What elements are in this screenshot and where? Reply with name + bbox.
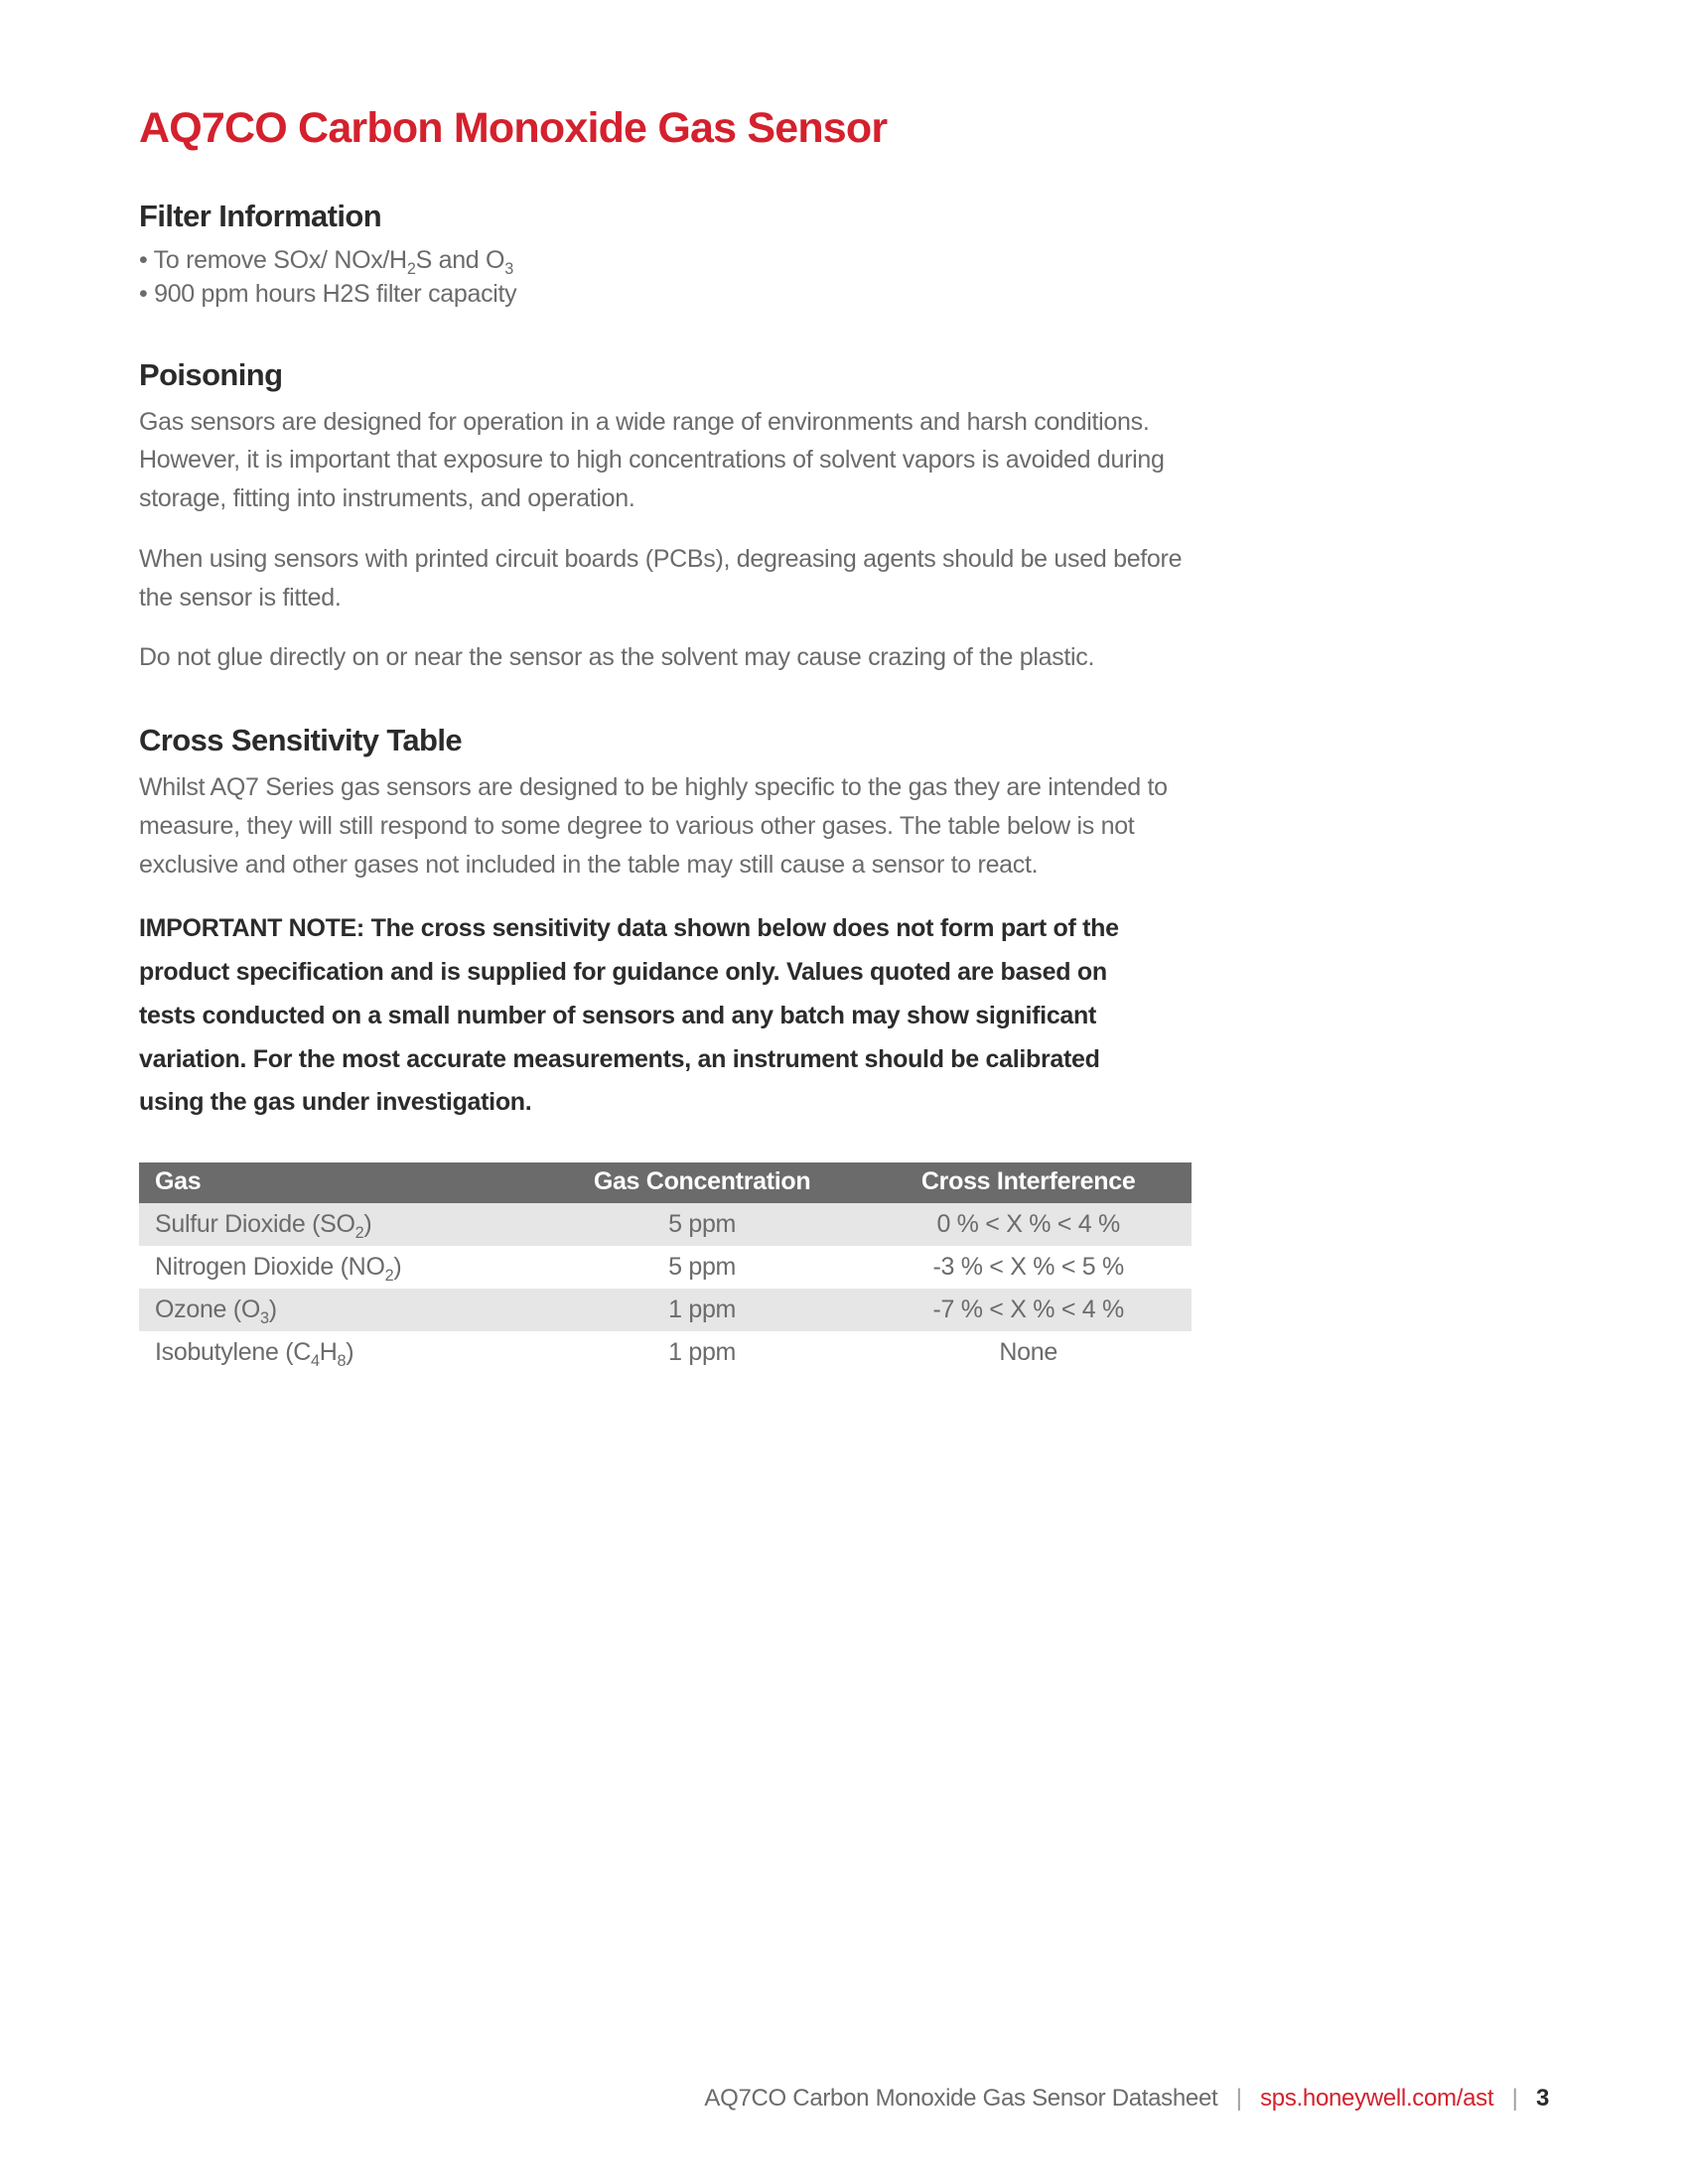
col-concentration: Gas Concentration	[539, 1162, 866, 1203]
subscript: 3	[504, 260, 513, 278]
cell-interf: -7 % < X % < 4 %	[865, 1289, 1192, 1331]
text-fragment: • To remove SOx/ NOx/H	[139, 246, 407, 274]
cross-sensitivity-table: Gas Gas Concentration Cross Interference…	[139, 1162, 1192, 1374]
subscript: 2	[407, 260, 416, 278]
table-row: Isobutylene (C4H8) 1 ppm None	[139, 1331, 1192, 1374]
sensitivity-heading: Cross Sensitivity Table	[139, 723, 1549, 758]
cell-gas: Ozone (O3)	[139, 1289, 539, 1331]
filter-heading: Filter Information	[139, 199, 1549, 234]
text-fragment: S and O	[416, 246, 505, 274]
sensitivity-para: Whilst AQ7 Series gas sensors are design…	[139, 768, 1201, 884]
cell-conc: 1 ppm	[539, 1289, 866, 1331]
poisoning-para-2: Do not glue directly on or near the sens…	[139, 638, 1201, 677]
subscript: 3	[260, 1309, 269, 1327]
table-header-row: Gas Gas Concentration Cross Interference	[139, 1162, 1192, 1203]
subscript: 4	[311, 1352, 320, 1370]
text-fragment: Isobutylene (C	[155, 1338, 311, 1366]
footer-separator: |	[1224, 2085, 1254, 2112]
poisoning-para-1: When using sensors with printed circuit …	[139, 540, 1201, 617]
cell-gas: Nitrogen Dioxide (NO2)	[139, 1246, 539, 1289]
cell-gas: Sulfur Dioxide (SO2)	[139, 1203, 539, 1246]
page-footer: AQ7CO Carbon Monoxide Gas Sensor Datashe…	[704, 2085, 1549, 2113]
footer-link: sps.honeywell.com/ast	[1260, 2085, 1493, 2112]
poisoning-para-0: Gas sensors are designed for operation i…	[139, 403, 1201, 518]
cell-interf: None	[865, 1331, 1192, 1374]
text-fragment: )	[269, 1296, 277, 1323]
page-title: AQ7CO Carbon Monoxide Gas Sensor	[139, 104, 1549, 153]
filter-bullet-0: • To remove SOx/ NOx/H2S and O3	[139, 244, 1549, 278]
cell-conc: 1 ppm	[539, 1331, 866, 1374]
footer-doc-title: AQ7CO Carbon Monoxide Gas Sensor Datashe…	[704, 2085, 1217, 2112]
poisoning-heading: Poisoning	[139, 357, 1549, 393]
cell-interf: -3 % < X % < 5 %	[865, 1246, 1192, 1289]
col-gas: Gas	[139, 1162, 539, 1203]
footer-separator: |	[1500, 2085, 1530, 2112]
filter-bullets: • To remove SOx/ NOx/H2S and O3 • 900 pp…	[139, 244, 1549, 312]
subscript: 8	[338, 1352, 347, 1370]
footer-page-number: 3	[1536, 2085, 1549, 2112]
table-row: Sulfur Dioxide (SO2) 5 ppm 0 % < X % < 4…	[139, 1203, 1192, 1246]
text-fragment: Nitrogen Dioxide (NO	[155, 1253, 385, 1281]
col-interference: Cross Interference	[865, 1162, 1192, 1203]
text-fragment: )	[363, 1210, 371, 1238]
table-row: Nitrogen Dioxide (NO2) 5 ppm -3 % < X % …	[139, 1246, 1192, 1289]
text-fragment: Ozone (O	[155, 1296, 260, 1323]
text-fragment: )	[393, 1253, 401, 1281]
cell-conc: 5 ppm	[539, 1203, 866, 1246]
cell-gas: Isobutylene (C4H8)	[139, 1331, 539, 1374]
cell-interf: 0 % < X % < 4 %	[865, 1203, 1192, 1246]
important-note: IMPORTANT NOTE: The cross sensitivity da…	[139, 907, 1152, 1125]
table-row: Ozone (O3) 1 ppm -7 % < X % < 4 %	[139, 1289, 1192, 1331]
text-fragment: H	[320, 1338, 338, 1366]
filter-bullet-1: • 900 ppm hours H2S filter capacity	[139, 278, 1549, 312]
text-fragment: Sulfur Dioxide (SO	[155, 1210, 355, 1238]
text-fragment: )	[346, 1338, 353, 1366]
document-page: AQ7CO Carbon Monoxide Gas Sensor Filter …	[0, 0, 1688, 1374]
cell-conc: 5 ppm	[539, 1246, 866, 1289]
